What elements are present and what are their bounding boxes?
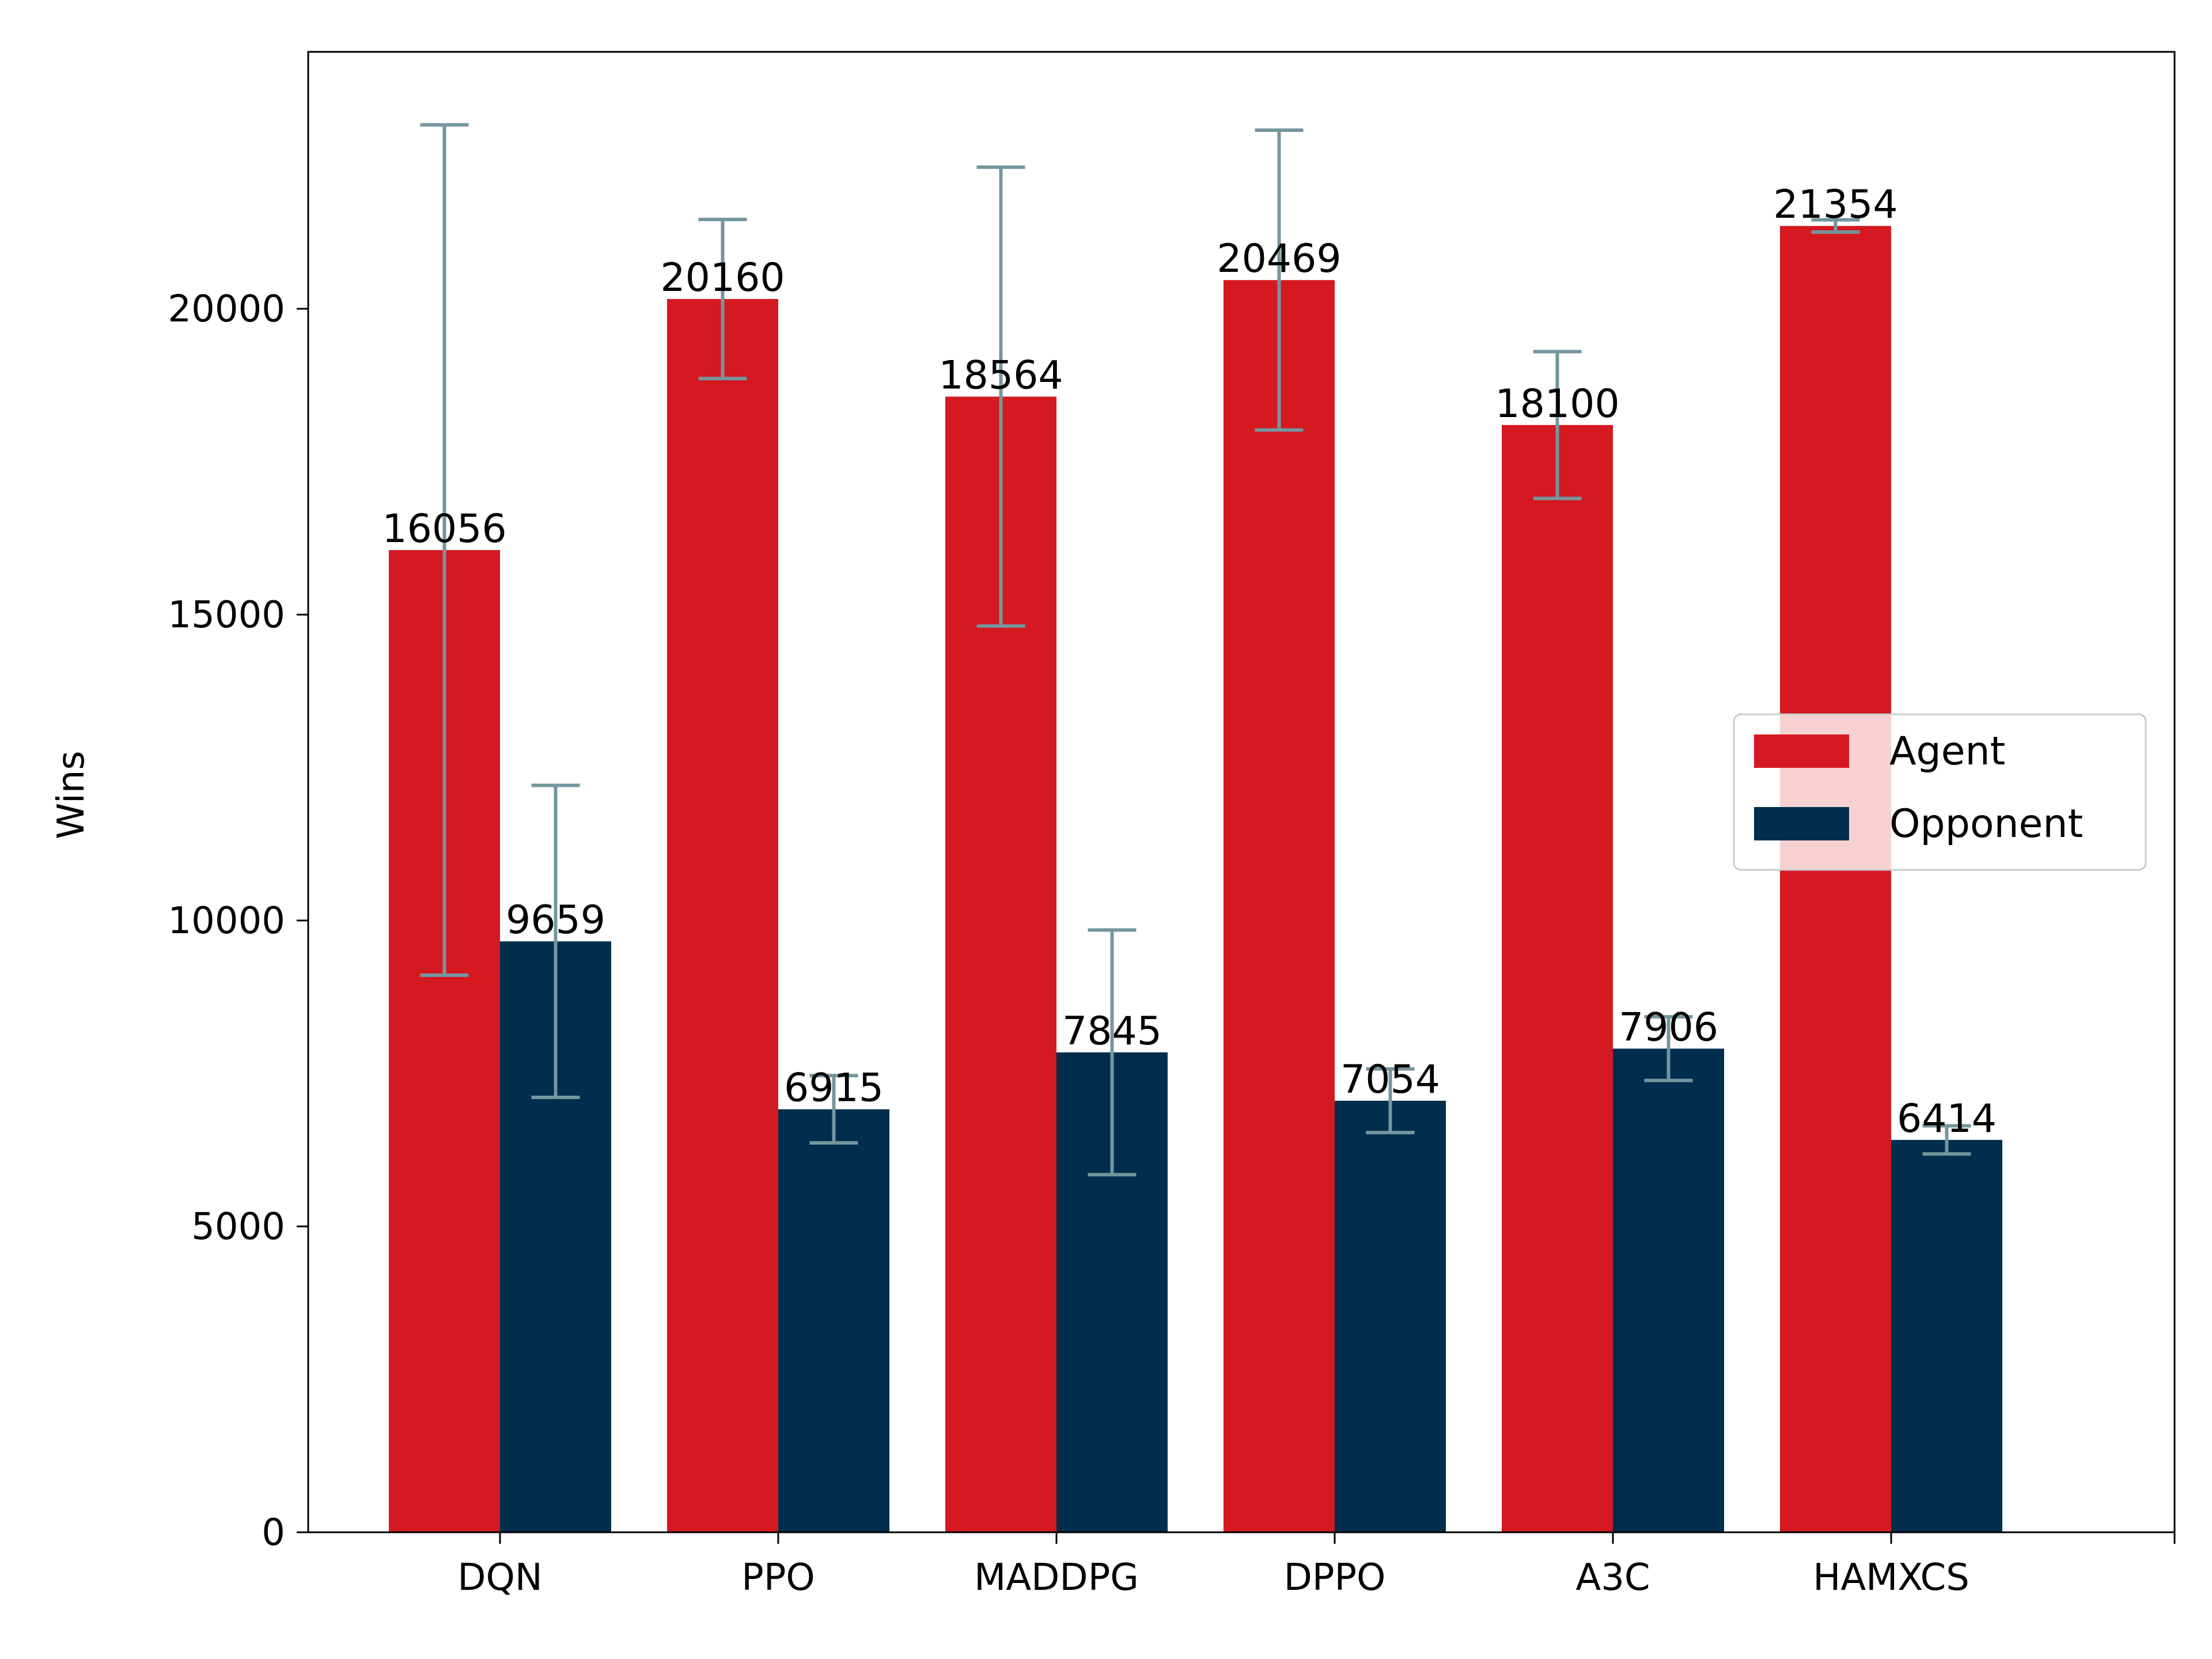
legend-swatch-opponent	[1754, 807, 1849, 840]
data-label-opponent-ppo: 6915	[784, 1066, 884, 1111]
error-bars-layer	[420, 123, 1971, 1177]
data-label-opponent-hamxcs: 6414	[1897, 1096, 1997, 1142]
data-label-opponent-maddpg: 7845	[1062, 1009, 1162, 1054]
legend-swatch-agent	[1754, 734, 1849, 768]
error-bar-opponent-dqn	[531, 783, 580, 1100]
bar-opponent-a3c	[1613, 1048, 1724, 1532]
data-label-agent-a3c: 18100	[1495, 381, 1619, 427]
bar-opponent-hamxcs	[1891, 1139, 2002, 1532]
x-tick-label-maddpg: MADDPG	[974, 1556, 1139, 1599]
y-axis: 0 5000 10000 15000 20000	[168, 288, 308, 1554]
y-axis-label: Wins	[50, 751, 93, 839]
x-tick-label-ppo: PPO	[741, 1556, 815, 1599]
x-tick-label-dppo: DPPO	[1284, 1556, 1386, 1599]
data-label-agent-maddpg: 18564	[938, 353, 1063, 399]
plot-frame	[307, 51, 2176, 1533]
data-label-opponent-a3c: 7906	[1619, 1005, 1718, 1050]
error-bar-opponent-dppo	[1366, 1067, 1415, 1135]
legend-label-opponent: Opponent	[1889, 801, 2083, 847]
data-label-agent-dqn: 16056	[382, 506, 506, 552]
x-tick-label-a3c: A3C	[1575, 1556, 1650, 1599]
error-bar-agent-dppo	[1255, 128, 1304, 432]
y-tick-label: 0	[262, 1512, 285, 1554]
x-axis: DQN PPO MADDPG DPPO A3C HAMXCS	[457, 1532, 2176, 1599]
error-bar-opponent-hamxcs	[1922, 1124, 1971, 1156]
y-tick-label: 10000	[168, 900, 285, 942]
legend-label-agent: Agent	[1889, 729, 2005, 774]
error-bar-opponent-ppo	[809, 1074, 858, 1145]
data-labels-layer: 16056 20160 18564 20469 18100 21354 9659 6915 78…	[382, 182, 1997, 1142]
error-bar-agent-dqn	[420, 123, 469, 977]
bars-layer	[389, 226, 2002, 1533]
data-label-agent-ppo: 20160	[660, 255, 785, 301]
bar-agent-ppo	[667, 299, 778, 1533]
error-bar-agent-ppo	[698, 217, 747, 381]
x-tick-label-dqn: DQN	[457, 1556, 543, 1599]
data-label-opponent-dqn: 9659	[506, 897, 605, 943]
bar-agent-a3c	[1502, 425, 1613, 1532]
y-tick-label: 20000	[168, 288, 285, 331]
y-tick-label: 5000	[191, 1206, 285, 1248]
error-bar-opponent-maddpg	[1088, 928, 1137, 1177]
error-bar-agent-maddpg	[976, 165, 1025, 628]
data-label-agent-dppo: 20469	[1217, 236, 1341, 282]
legend: Agent Opponent	[1733, 713, 2147, 871]
bar-agent-hamxcs	[1780, 226, 1891, 1533]
data-label-agent-hamxcs: 21354	[1773, 182, 1897, 228]
bar-opponent-ppo	[778, 1109, 889, 1532]
error-bar-agent-hamxcs	[1811, 218, 1860, 234]
data-label-opponent-dppo: 7054	[1340, 1057, 1440, 1103]
error-bar-agent-a3c	[1533, 350, 1582, 501]
bar-opponent-dppo	[1335, 1100, 1446, 1532]
error-bar-opponent-a3c	[1644, 1015, 1693, 1082]
y-tick-label: 15000	[168, 594, 285, 637]
bar-agent-dppo	[1224, 280, 1335, 1532]
x-tick-label-hamxcs: HAMXCS	[1813, 1556, 1969, 1599]
